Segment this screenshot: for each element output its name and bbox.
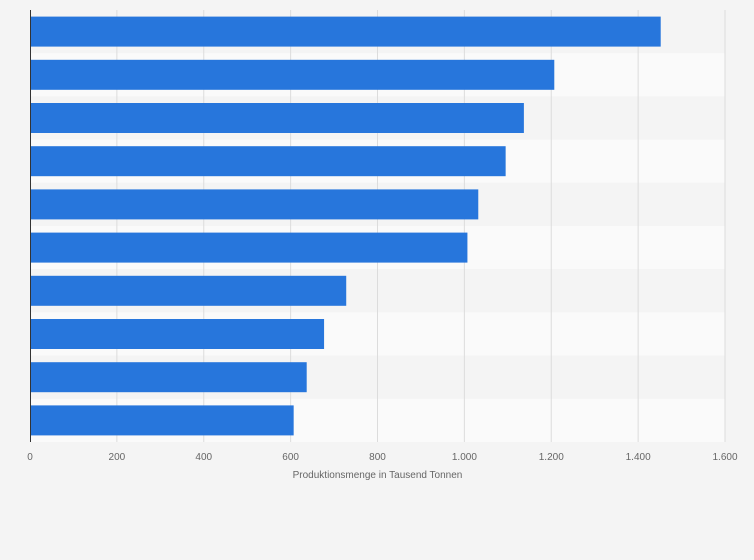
x-tick-label: 1.000 bbox=[452, 452, 477, 463]
bar[interactable] bbox=[30, 362, 307, 393]
bar[interactable] bbox=[30, 103, 524, 133]
bar[interactable] bbox=[30, 146, 506, 177]
x-tick-label: 600 bbox=[282, 452, 299, 463]
x-tick-label: 400 bbox=[195, 452, 212, 463]
bar[interactable] bbox=[30, 232, 468, 263]
x-tick-label: 200 bbox=[109, 452, 126, 463]
bar[interactable] bbox=[30, 405, 294, 436]
bar[interactable] bbox=[30, 275, 347, 306]
bar[interactable] bbox=[30, 319, 325, 349]
bar[interactable] bbox=[30, 59, 555, 90]
x-tick-label: 800 bbox=[369, 452, 386, 463]
x-tick-label: 1.400 bbox=[626, 452, 651, 463]
x-tick-label: 1.200 bbox=[539, 452, 564, 463]
x-axis-title: Produktionsmenge in Tausend Tonnen bbox=[293, 470, 463, 481]
x-tick-labels: 0 200 400 600 800 1.000 1.200 1.400 1.600 bbox=[27, 452, 738, 463]
bar[interactable] bbox=[30, 189, 479, 220]
bar[interactable] bbox=[30, 16, 661, 47]
bars bbox=[30, 16, 661, 436]
x-tick-label: 1.600 bbox=[712, 452, 737, 463]
x-tick-label: 0 bbox=[27, 452, 33, 463]
